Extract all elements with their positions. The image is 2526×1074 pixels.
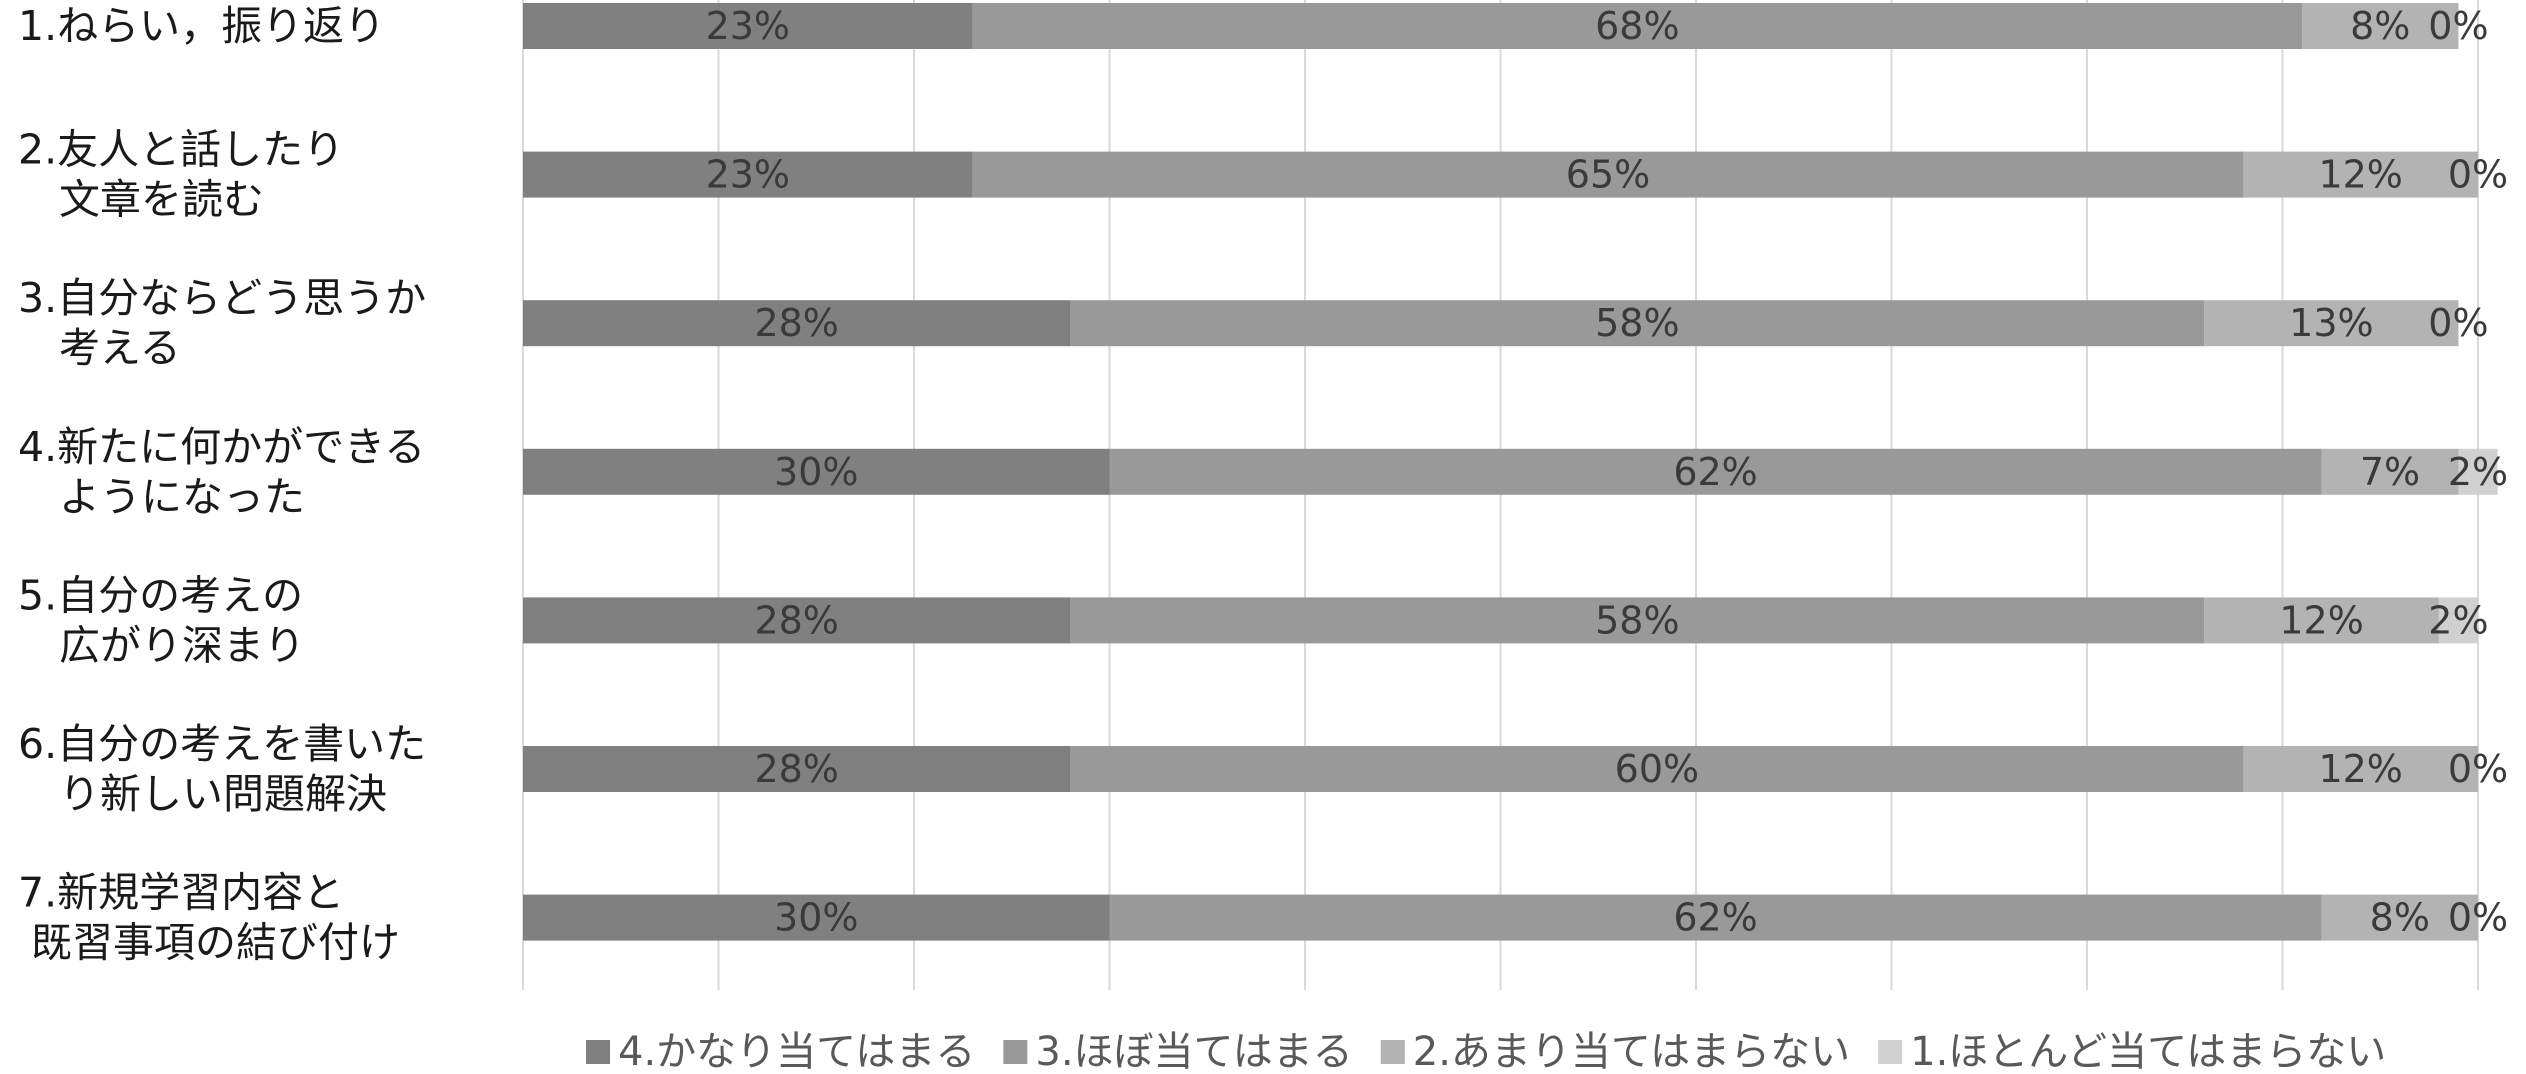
data-label: 28% — [754, 598, 838, 642]
bar-segment — [1109, 448, 2322, 495]
data-label: 30% — [774, 896, 858, 940]
legend-swatch — [1380, 1040, 1405, 1064]
category-label-line: 考える — [18, 324, 181, 372]
category-label-line: 7.新規学習内容と — [18, 869, 344, 917]
data-label: 23% — [706, 153, 790, 197]
data-label: 2% — [2428, 598, 2488, 642]
data-label: 2% — [2448, 450, 2508, 494]
legend: 4.かなり当てはまる 3.ほぼ当てはまる 2.あまり当てはまらない 1.ほとんど当ては… — [586, 1029, 2386, 1074]
category-label: 5.自分の考えの 広がり深まり — [18, 571, 305, 669]
category-label: 3.自分ならどう思うか 考える — [18, 274, 426, 372]
gridlines — [522, 0, 2479, 990]
legend-swatch — [1878, 1040, 1903, 1064]
bar-segment — [2302, 3, 2459, 49]
bar-segment — [2243, 151, 2478, 198]
bar-segment — [2321, 894, 2478, 941]
bar-segment — [972, 3, 2303, 49]
bars — [523, 3, 2498, 941]
category-label-line: り新しい問題解決 — [18, 770, 387, 818]
bar-segment — [2243, 746, 2478, 792]
data-label: 12% — [2318, 153, 2402, 197]
data-label: 62% — [1673, 450, 1757, 494]
data-label: 62% — [1673, 896, 1757, 940]
data-label: 0% — [2428, 301, 2488, 345]
data-label: 12% — [2318, 747, 2402, 791]
data-label: 0% — [2448, 896, 2508, 940]
data-label: 65% — [1566, 153, 1650, 197]
category-label: 1.ねらい，振り返り — [18, 2, 385, 50]
data-label: 12% — [2279, 598, 2363, 642]
data-label: 8% — [2350, 4, 2410, 48]
category-label-line: 文章を読む — [18, 176, 264, 224]
data-label: 58% — [1595, 598, 1679, 642]
bar-segment — [972, 151, 2244, 198]
category-label: 4.新たに何かができる ようになった — [18, 423, 425, 521]
data-label: 0% — [2428, 4, 2488, 48]
category-label-line: 1.ねらい，振り返り — [18, 2, 385, 50]
data-label: 23% — [706, 4, 790, 48]
data-label: 0% — [2448, 153, 2508, 197]
bar-segment — [2204, 597, 2439, 644]
bar-segment — [1109, 894, 2322, 941]
bar-segment — [523, 746, 1071, 792]
data-label: 8% — [2370, 896, 2430, 940]
category-label-line: 3.自分ならどう思うか — [18, 274, 426, 322]
bar-segment — [1070, 300, 2205, 347]
bar-segment — [2438, 597, 2478, 644]
category-label-line: 6.自分の考えを書いた — [18, 720, 426, 768]
category-label-line: 既習事項の結び付け — [18, 919, 400, 967]
data-label: 7% — [2360, 450, 2420, 494]
category-label-line: 2.友人と話したり — [18, 126, 344, 174]
data-label: 13% — [2289, 301, 2373, 345]
legend-swatch — [1003, 1040, 1028, 1064]
data-label: 68% — [1595, 4, 1679, 48]
bar-segment — [1070, 597, 2205, 644]
category-label-line: ようになった — [18, 473, 305, 521]
legend-label: 3.ほぼ当てはまる — [1035, 1029, 1352, 1074]
bar-segment — [523, 300, 1071, 347]
data-labels: 23% 68% 8% 0% 23% 65% 12% 0% 28% 58% 13% 0% 30% 62% 7%… — [706, 4, 2509, 940]
category-label-line: 4.新たに何かができる — [18, 423, 425, 471]
legend-label: 4.かなり当てはまる — [618, 1029, 975, 1074]
data-label: 58% — [1595, 301, 1679, 345]
bar-segment — [2204, 300, 2459, 347]
data-label: 30% — [774, 450, 858, 494]
data-label: 60% — [1615, 747, 1699, 791]
bar-segment — [523, 448, 1110, 495]
category-label: 7.新規学習内容と 既習事項の結び付け — [18, 869, 400, 967]
category-label-line: 5.自分の考えの — [18, 571, 303, 619]
bar-segment — [523, 3, 973, 49]
category-label: 2.友人と話したり 文章を読む — [18, 126, 344, 224]
bar-segment — [523, 894, 1110, 941]
bar-segment — [523, 597, 1071, 644]
bar-segment — [523, 151, 973, 198]
category-label: 6.自分の考えを書いた り新しい問題解決 — [18, 720, 426, 818]
category-labels: 1.ねらい，振り返り 2.友人と話したり 文章を読む 3.自分ならどう思うか 考える… — [18, 2, 426, 967]
data-label: 28% — [754, 301, 838, 345]
bar-segment — [1070, 746, 2244, 792]
bar-segment — [2321, 448, 2459, 495]
category-label-line: 広がり深まり — [18, 621, 305, 669]
data-label: 28% — [754, 747, 838, 791]
legend-label: 1.ほとんど当てはまらない — [1910, 1029, 2386, 1074]
legend-label: 2.あまり当てはまらない — [1413, 1029, 1850, 1074]
bar-segment — [2458, 448, 2498, 495]
data-label: 0% — [2448, 747, 2508, 791]
legend-swatch — [586, 1040, 610, 1064]
